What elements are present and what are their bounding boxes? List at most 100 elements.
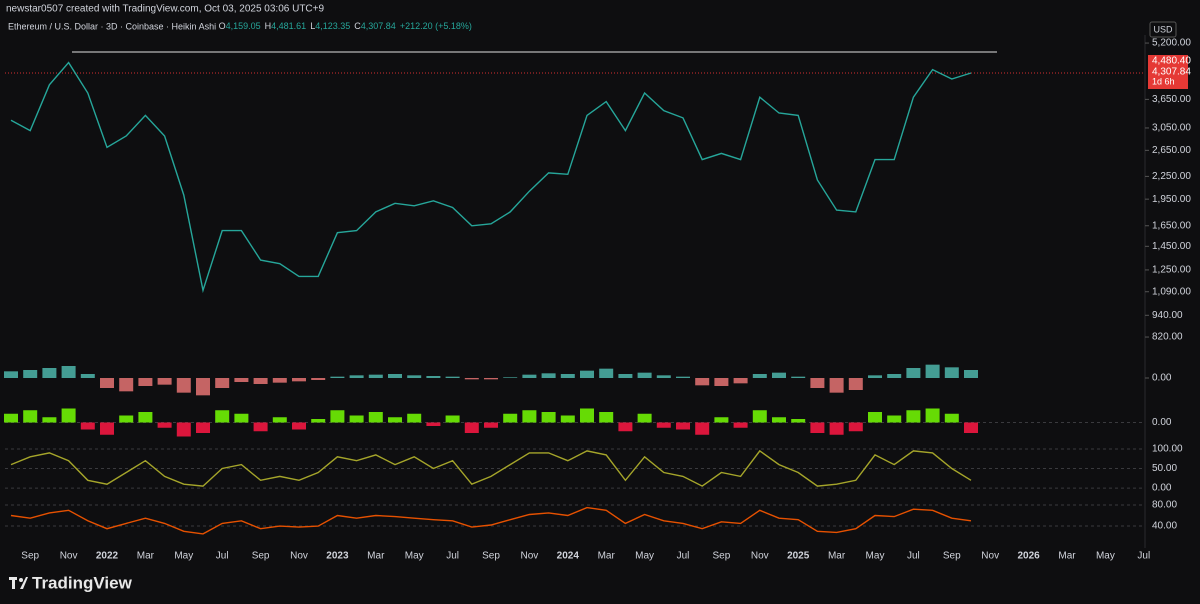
x-tick-label: Nov [521, 551, 539, 562]
bar [906, 410, 921, 423]
bar [100, 422, 114, 435]
bar [637, 372, 652, 378]
x-tick-label: Mar [828, 551, 846, 562]
ohlc-value: 4,123.35 [315, 21, 350, 31]
bar [234, 378, 249, 382]
ohlc-change: +212.20 (+5.18%) [400, 21, 472, 31]
bar [42, 417, 57, 423]
bar [714, 417, 729, 423]
bar [196, 422, 210, 433]
bar [330, 410, 345, 423]
x-tick-label: Sep [21, 551, 39, 562]
bar [656, 422, 671, 428]
ohlc-value: 4,307.84 [361, 21, 396, 31]
bar [407, 375, 422, 378]
bar [791, 376, 806, 378]
bar [829, 378, 844, 393]
x-tick-label: May [866, 551, 885, 562]
currency[interactable]: USD [1153, 24, 1173, 34]
y-tick-label: 1,090.00 [1152, 286, 1191, 297]
bar [138, 378, 153, 386]
bar [637, 413, 652, 423]
bar [445, 415, 460, 423]
x-tick-label: May [635, 551, 654, 562]
bar [925, 408, 940, 423]
bar [541, 412, 556, 423]
bar [445, 376, 460, 378]
bar [848, 422, 863, 432]
y-tick-label: 0.00 [1152, 483, 1172, 494]
bar [253, 378, 268, 384]
y-tick-label: 1,950.00 [1152, 194, 1191, 205]
bar [292, 422, 306, 430]
bar [253, 422, 268, 432]
bar [426, 422, 441, 426]
bar [484, 422, 498, 428]
x-tick-label: Nov [290, 551, 308, 562]
y-tick-label: 940.00 [1152, 310, 1183, 321]
y-tick-label: 3,050.00 [1152, 123, 1191, 134]
x-tick-label: 2023 [326, 551, 349, 562]
x-tick-label: Nov [751, 551, 769, 562]
x-tick-label: Sep [943, 551, 961, 562]
bar [368, 374, 383, 378]
bar [733, 378, 748, 384]
y-tick-label: 820.00 [1152, 332, 1183, 343]
bar [695, 422, 710, 435]
brand-logo[interactable] [9, 577, 28, 589]
y-tick-label: 40.00 [1152, 521, 1177, 532]
bar [119, 378, 134, 392]
x-tick-label: Jul [677, 551, 690, 562]
bar [829, 422, 844, 435]
bar [656, 375, 671, 378]
ohlc-label: L [310, 21, 315, 31]
ohlc-label: C [354, 21, 361, 31]
bar [349, 415, 364, 423]
y-tick-label: 0.00 [1152, 373, 1172, 384]
bar [810, 378, 825, 388]
bar [292, 378, 306, 382]
y-tick-label: 2,650.00 [1152, 145, 1191, 156]
ohlc-label: H [265, 21, 272, 31]
bar [61, 366, 76, 378]
bar [176, 422, 191, 437]
x-tick-label: Sep [482, 551, 500, 562]
bar [464, 378, 479, 380]
price-line [10, 61, 972, 294]
bar [541, 373, 556, 378]
bar [503, 413, 518, 423]
ohlc-value: 4,481.61 [271, 21, 306, 31]
ohlc-value: 4,159.05 [226, 21, 261, 31]
x-tick-label: 2025 [787, 551, 810, 562]
bar [484, 378, 498, 380]
bar [311, 419, 326, 423]
bar [522, 410, 537, 423]
author-line: newstar0507 created with TradingView.com… [6, 4, 324, 15]
price-line [10, 449, 972, 487]
bar [848, 378, 863, 390]
currency-box[interactable] [1149, 21, 1177, 38]
y-tick-label: 3,650.00 [1152, 94, 1191, 105]
price-tag: 4,480.40 [1152, 56, 1191, 67]
bar [330, 376, 345, 378]
bar [23, 370, 38, 378]
brand[interactable]: TradingView [32, 573, 133, 592]
price-tag-box [1148, 55, 1188, 89]
bar [503, 377, 518, 378]
bar [426, 376, 441, 378]
bar [676, 376, 690, 378]
bar [119, 415, 134, 423]
bar [176, 378, 191, 393]
bar [752, 410, 767, 423]
bar [676, 422, 690, 430]
price-line [10, 506, 972, 535]
bar [138, 412, 153, 423]
y-tick-label: 1,450.00 [1152, 241, 1191, 252]
bar [388, 417, 402, 423]
bar [964, 370, 978, 378]
bar [4, 413, 18, 423]
bar [733, 422, 748, 428]
bar [925, 364, 940, 378]
x-tick-label: May [1096, 551, 1115, 562]
